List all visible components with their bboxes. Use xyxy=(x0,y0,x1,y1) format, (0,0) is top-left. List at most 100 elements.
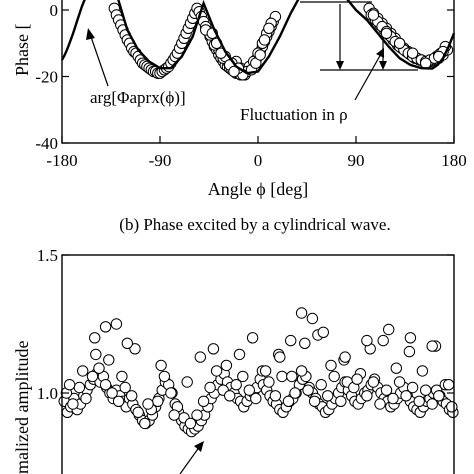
phase-data-point xyxy=(258,34,271,46)
amplitude-data-point xyxy=(393,376,406,388)
phase-x-tick-label: -180 xyxy=(46,151,77,170)
phase-data-point xyxy=(380,27,393,39)
phase-y-tick-label: -40 xyxy=(35,134,58,153)
amplitude-data-point xyxy=(285,334,297,347)
amplitude-data-point xyxy=(403,345,416,358)
amplitude-data-point xyxy=(426,340,438,352)
amplitude-data-point xyxy=(426,398,438,410)
fluctuation-pointer xyxy=(354,51,383,101)
amplitude-data-point xyxy=(220,359,233,372)
curve-label: arg[Φaprx(ϕ)] xyxy=(90,88,186,107)
phase-x-tick-label: 90 xyxy=(348,151,365,170)
amplitude-data-point xyxy=(433,390,445,402)
amplitude-data-point xyxy=(250,392,262,405)
phase-y-tick-label: -20 xyxy=(35,68,58,87)
amplitude-data-point xyxy=(276,370,288,383)
amplitude-y-tick-label: 1.5 xyxy=(37,246,58,265)
phase-data-point xyxy=(263,22,275,34)
amplitude-data-point xyxy=(325,359,337,372)
amplitude-data-point xyxy=(295,365,308,377)
amplitude-data-point xyxy=(168,409,180,421)
amplitude-data-point xyxy=(129,343,141,355)
panel-b-caption: (b) Phase excited by a cylindrical wave. xyxy=(119,215,390,234)
amplitude-data-point xyxy=(103,354,115,366)
amplitude-data-point xyxy=(126,390,138,402)
amplitude-data-point xyxy=(374,398,386,410)
amplitude-data-point xyxy=(86,370,99,383)
amplitude-data-point xyxy=(67,398,79,410)
amplitude-data-point xyxy=(224,390,236,402)
amplitude-data-point xyxy=(191,409,203,421)
amplitude-data-point xyxy=(106,387,118,399)
amplitude-data-point xyxy=(322,390,334,402)
amplitude-data-point xyxy=(295,307,308,319)
amplitude-data-point xyxy=(420,384,432,396)
approx-phase-curve xyxy=(60,0,456,75)
amplitude-data-point xyxy=(210,365,223,377)
amplitude-data-point xyxy=(139,417,151,430)
amplitude-data-point xyxy=(299,337,311,349)
amplitude-data-point xyxy=(93,362,105,374)
amplitude-data-point xyxy=(237,370,249,383)
amplitude-data-point xyxy=(274,351,286,363)
amplitude-data-point xyxy=(442,379,455,391)
amplitude-data-point xyxy=(377,334,389,347)
amplitude-y-axis: 1.0 1.5 xyxy=(37,246,454,403)
phase-data-point xyxy=(254,49,266,61)
phase-y-axis: -40 -20 0 xyxy=(35,1,454,153)
amplitude-data-point xyxy=(406,381,419,394)
amplitude-data-point xyxy=(289,387,301,399)
phase-data-point xyxy=(420,57,432,69)
amplitude-data-point xyxy=(446,401,458,413)
amplitude-data-point xyxy=(99,321,112,333)
amplitude-data-point xyxy=(165,387,177,399)
amplitude-data-point xyxy=(197,395,210,407)
amplitude-plot-frame xyxy=(61,254,455,474)
amplitude-data-point xyxy=(302,384,314,396)
phase-x-axis-label: Angle ϕ [deg] xyxy=(208,179,308,199)
curve-label-arrow xyxy=(89,33,109,87)
amplitude-pointer-arrowhead xyxy=(194,441,204,452)
amplitude-data-point xyxy=(243,384,256,396)
amplitude-data-point xyxy=(204,381,216,394)
amplitude-data-point xyxy=(158,370,171,383)
phase-data-point xyxy=(406,47,419,59)
amplitude-data-point xyxy=(383,323,395,336)
amplitude-data-point xyxy=(390,362,402,374)
phase-panel: -40 -20 0 -180 -90 0 90 180 Phase [ Angle ϕ [d… xyxy=(12,0,467,234)
phase-y-tick-label: 0 xyxy=(50,1,59,20)
amplitude-y-tick-label: 1.0 xyxy=(37,384,58,403)
amplitude-data-point xyxy=(416,365,429,377)
amplitude-data-point xyxy=(317,326,329,338)
amplitude-data-point xyxy=(110,318,123,330)
phase-y-axis-label: Phase [ xyxy=(12,24,32,77)
amplitude-data-point xyxy=(400,390,412,402)
amplitude-data-point xyxy=(263,376,275,388)
amplitude-data-points xyxy=(58,307,459,438)
amplitude-data-point xyxy=(246,332,259,344)
fluctuation-pointer-arrowhead xyxy=(376,48,384,58)
amplitude-data-point xyxy=(259,365,272,377)
phase-x-tick-label: -90 xyxy=(149,151,172,170)
amplitude-data-point xyxy=(184,417,197,430)
amplitude-data-point xyxy=(142,398,154,410)
amplitude-data-point xyxy=(155,359,167,372)
phase-x-tick-label: 0 xyxy=(254,151,263,170)
amplitude-data-point xyxy=(152,395,164,407)
amplitude-data-point xyxy=(99,379,112,391)
amplitude-data-point xyxy=(194,351,207,363)
amplitude-data-point xyxy=(387,392,399,405)
phase-data-point xyxy=(228,65,240,78)
amplitude-data-point xyxy=(361,334,373,347)
amplitude-data-point xyxy=(63,379,76,391)
amplitude-data-point xyxy=(315,379,327,391)
amplitude-data-point xyxy=(73,381,86,394)
phase-x-tick-label: 180 xyxy=(441,151,467,170)
amplitude-data-point xyxy=(121,337,134,349)
amplitude-data-point xyxy=(286,370,298,383)
amplitude-data-point xyxy=(132,406,144,418)
curve-label-arrowhead xyxy=(86,28,95,40)
amplitude-data-point xyxy=(80,392,92,405)
amplitude-data-point xyxy=(207,343,220,355)
